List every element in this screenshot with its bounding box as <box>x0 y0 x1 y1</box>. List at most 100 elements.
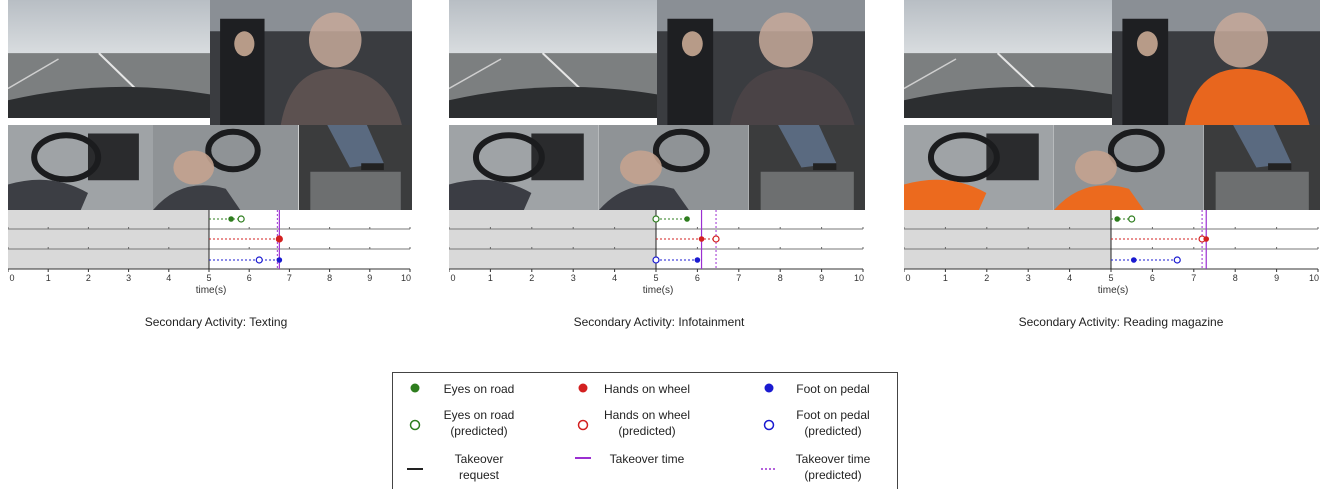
x-tick-label: 3 <box>571 273 576 283</box>
x-axis-label: time(s) <box>196 285 227 296</box>
hands-on-wheel-actual-point <box>1203 236 1210 242</box>
x-tick-label: 9 <box>367 273 372 283</box>
x-tick-label: 2 <box>984 273 989 283</box>
x-tick-label: 6 <box>695 273 700 283</box>
x-tick-label: 3 <box>126 273 131 283</box>
hands-on-wheel-predicted-point <box>712 235 720 243</box>
x-tick-label: 7 <box>736 273 741 283</box>
steering-camera-view <box>904 125 1054 210</box>
x-tick-label: 9 <box>1274 273 1279 283</box>
driver-camera-view <box>657 0 865 125</box>
legend-item: Takeover request <box>405 451 535 487</box>
legend-label: Takeover time (predicted) <box>795 452 871 482</box>
x-tick-label: 9 <box>819 273 824 283</box>
x-tick-label: 8 <box>778 273 783 283</box>
foot-on-pedal-predicted-point <box>255 256 263 264</box>
x-tick-label: 1 <box>943 273 948 283</box>
figure-panel-texting: 0 1 2 3 4 5 6 7 8 9 10 time(s) <box>7 0 424 340</box>
pre-request-shade <box>449 210 656 269</box>
steering-camera-view <box>8 125 154 210</box>
pre-request-shade <box>904 210 1111 269</box>
hands-on-wheel-actual-point <box>698 236 705 242</box>
x-tick-label: 2 <box>86 273 91 283</box>
timeline-svg: 0 1 2 3 4 5 6 7 8 9 10 time(s) <box>448 210 864 296</box>
x-axis-label: time(s) <box>1098 285 1129 296</box>
foot-on-pedal-actual-point <box>694 257 701 263</box>
open-circle-icon <box>763 419 775 431</box>
legend-label: Takeover request <box>454 452 504 482</box>
footwell-camera-view <box>298 125 412 210</box>
x-tick-label: 6 <box>247 273 252 283</box>
x-tick-label: 8 <box>327 273 332 283</box>
x-tick-label: 7 <box>287 273 292 283</box>
timeline-svg: 0 1 2 3 4 5 6 7 8 9 10 time(s) <box>7 210 411 296</box>
filled-circle-icon <box>764 383 774 393</box>
filled-circle-icon <box>410 383 420 393</box>
x-tick-label: 3 <box>1026 273 1031 283</box>
foot-on-pedal-actual-point <box>276 257 283 263</box>
panel-caption: Secondary Activity: Infotainment <box>573 315 745 329</box>
eyes-on-road-actual-point <box>228 216 234 222</box>
eyes-on-road-actual-point <box>1114 216 1121 222</box>
legend-label: Foot on pedal <box>796 382 870 396</box>
driver-camera-view <box>1112 0 1320 125</box>
x-tick-label: 5 <box>653 273 658 283</box>
legend-item: Hands on wheel (predicted) <box>573 407 703 443</box>
legend-item: Takeover time <box>573 451 703 487</box>
timeline-chart: 0 1 2 3 4 5 6 7 8 9 10 time(s) <box>903 210 1320 300</box>
hands-on-wheel-actual-point <box>276 236 283 242</box>
road-camera-view <box>449 0 657 118</box>
x-tick-label: 0 <box>9 273 14 283</box>
timeline-svg: 0 1 2 3 4 5 6 7 8 9 10 time(s) <box>903 210 1319 296</box>
line-icon <box>761 468 777 470</box>
camera-views <box>449 0 865 210</box>
legend-item: Eyes on road <box>405 381 535 417</box>
side-camera-view <box>598 125 749 210</box>
x-axis-label: time(s) <box>643 285 674 296</box>
driver-camera-view <box>210 0 412 125</box>
eyes-on-road-predicted-point <box>1128 215 1136 223</box>
x-tick-label: 10 <box>1309 273 1319 283</box>
x-tick-label: 8 <box>1233 273 1238 283</box>
x-tick-label: 0 <box>450 273 455 283</box>
filled-circle-icon <box>578 383 588 393</box>
timeline-chart: 0 1 2 3 4 5 6 7 8 9 10 time(s) <box>7 210 412 300</box>
legend-item: Eyes on road (predicted) <box>405 407 535 443</box>
side-camera-view <box>153 125 299 210</box>
x-tick-label: 10 <box>401 273 411 283</box>
eyes-on-road-predicted-point <box>237 215 245 223</box>
footwell-camera-view <box>1203 125 1320 210</box>
side-camera-view <box>1053 125 1204 210</box>
road-camera-view <box>904 0 1112 118</box>
legend-label: Hands on wheel <box>603 382 691 396</box>
legend-item: Foot on pedal <box>759 381 889 417</box>
camera-views <box>904 0 1320 210</box>
x-tick-label: 0 <box>905 273 910 283</box>
x-tick-label: 4 <box>1067 273 1072 283</box>
x-tick-label: 4 <box>166 273 171 283</box>
foot-on-pedal-predicted-point <box>652 256 660 264</box>
x-tick-label: 1 <box>46 273 51 283</box>
steering-camera-view <box>449 125 599 210</box>
legend-item: Foot on pedal (predicted) <box>759 407 889 443</box>
line-icon <box>407 468 423 470</box>
foot-on-pedal-actual-point <box>1130 257 1137 263</box>
open-circle-icon <box>409 419 421 431</box>
camera-views <box>8 0 412 210</box>
timeline-chart: 0 1 2 3 4 5 6 7 8 9 10 time(s) <box>448 210 865 300</box>
legend-item: Hands on wheel <box>573 381 703 417</box>
legend-label: Hands on wheel (predicted) <box>603 408 691 438</box>
panel-caption: Secondary Activity: Texting <box>144 315 288 329</box>
figure-panel-reading-magazine: 0 1 2 3 4 5 6 7 8 9 10 time(s) <box>903 0 1324 340</box>
pre-request-shade <box>8 210 209 269</box>
road-camera-view <box>8 0 210 118</box>
x-tick-label: 6 <box>1150 273 1155 283</box>
x-tick-label: 5 <box>1108 273 1113 283</box>
eyes-on-road-actual-point <box>684 216 690 222</box>
x-tick-label: 7 <box>1191 273 1196 283</box>
figure-panel-infotainment: 0 1 2 3 4 5 6 7 8 9 10 time(s) <box>448 0 869 340</box>
eyes-on-road-predicted-point <box>652 215 660 223</box>
open-circle-icon <box>577 419 589 431</box>
legend-label: Eyes on road <box>443 382 515 396</box>
legend-label: Takeover time <box>609 452 685 466</box>
